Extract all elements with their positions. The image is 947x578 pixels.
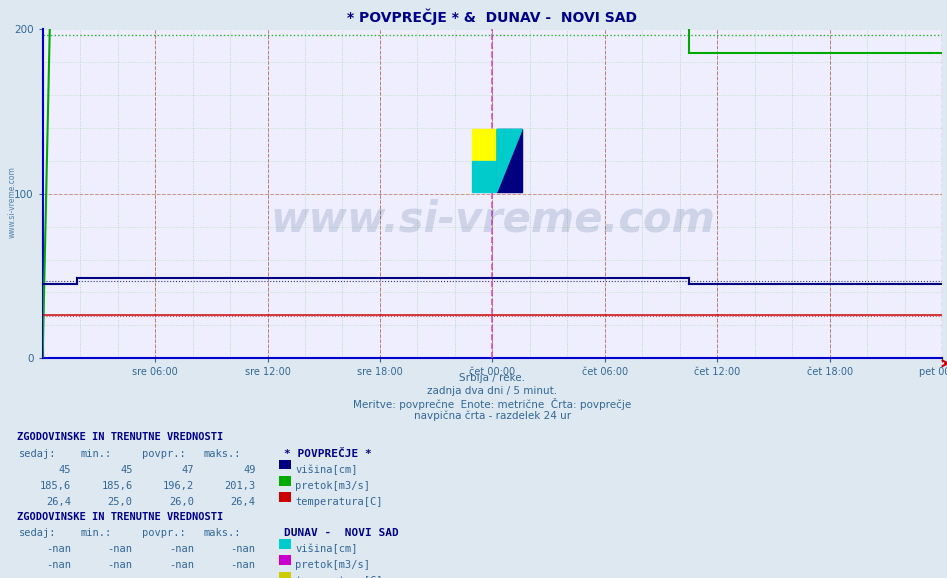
Text: -nan: -nan (108, 544, 133, 554)
Text: povpr.:: povpr.: (142, 449, 186, 458)
Text: Meritve: povprečne  Enote: metrične  Črta: povprečje: Meritve: povprečne Enote: metrične Črta:… (353, 398, 632, 410)
Text: zadnja dva dni / 5 minut.: zadnja dva dni / 5 minut. (427, 386, 558, 395)
Text: 26,0: 26,0 (170, 497, 194, 507)
Text: -nan: -nan (108, 560, 133, 570)
Text: min.:: min.: (80, 449, 112, 458)
Text: povpr.:: povpr.: (142, 528, 186, 538)
Text: 45: 45 (120, 465, 133, 475)
Text: temperatura[C]: temperatura[C] (295, 497, 383, 507)
Text: pretok[m3/s]: pretok[m3/s] (295, 481, 370, 491)
Text: -nan: -nan (231, 544, 256, 554)
Text: DUNAV -  NOVI SAD: DUNAV - NOVI SAD (284, 528, 399, 538)
Text: www.si-vreme.com: www.si-vreme.com (8, 166, 17, 238)
Text: ZGODOVINSKE IN TRENUTNE VREDNOSTI: ZGODOVINSKE IN TRENUTNE VREDNOSTI (17, 512, 223, 521)
Text: 196,2: 196,2 (163, 481, 194, 491)
Text: -nan: -nan (170, 560, 194, 570)
Bar (472, 161, 497, 192)
Text: -nan: -nan (46, 576, 71, 578)
Text: 26,4: 26,4 (231, 497, 256, 507)
Text: -nan: -nan (46, 560, 71, 570)
Text: temperatura[C]: temperatura[C] (295, 576, 383, 578)
Text: sedaj:: sedaj: (19, 449, 57, 458)
Text: sedaj:: sedaj: (19, 528, 57, 538)
Text: maks.:: maks.: (204, 449, 241, 458)
Text: višina[cm]: višina[cm] (295, 465, 358, 475)
Text: 45: 45 (59, 465, 71, 475)
Text: Srbija / reke.: Srbija / reke. (459, 373, 526, 383)
Text: višina[cm]: višina[cm] (295, 544, 358, 554)
Text: 26,4: 26,4 (46, 497, 71, 507)
Polygon shape (497, 129, 522, 192)
Bar (497, 129, 522, 192)
Text: 49: 49 (243, 465, 256, 475)
Bar (472, 129, 497, 161)
Title: * POVPREČJE * &  DUNAV -  NOVI SAD: * POVPREČJE * & DUNAV - NOVI SAD (348, 9, 637, 25)
Text: 185,6: 185,6 (101, 481, 133, 491)
Text: 201,3: 201,3 (224, 481, 256, 491)
Text: ZGODOVINSKE IN TRENUTNE VREDNOSTI: ZGODOVINSKE IN TRENUTNE VREDNOSTI (17, 432, 223, 442)
Text: maks.:: maks.: (204, 528, 241, 538)
Text: min.:: min.: (80, 528, 112, 538)
Text: www.si-vreme.com: www.si-vreme.com (270, 199, 715, 241)
Text: 25,0: 25,0 (108, 497, 133, 507)
Text: -nan: -nan (170, 576, 194, 578)
Text: 47: 47 (182, 465, 194, 475)
Text: -nan: -nan (108, 576, 133, 578)
Text: -nan: -nan (170, 544, 194, 554)
Text: -nan: -nan (46, 544, 71, 554)
Text: -nan: -nan (231, 560, 256, 570)
Text: -nan: -nan (231, 576, 256, 578)
Text: * POVPREČJE *: * POVPREČJE * (284, 449, 372, 458)
Text: pretok[m3/s]: pretok[m3/s] (295, 560, 370, 570)
Text: navpična črta - razdelek 24 ur: navpična črta - razdelek 24 ur (414, 411, 571, 421)
Text: 185,6: 185,6 (40, 481, 71, 491)
